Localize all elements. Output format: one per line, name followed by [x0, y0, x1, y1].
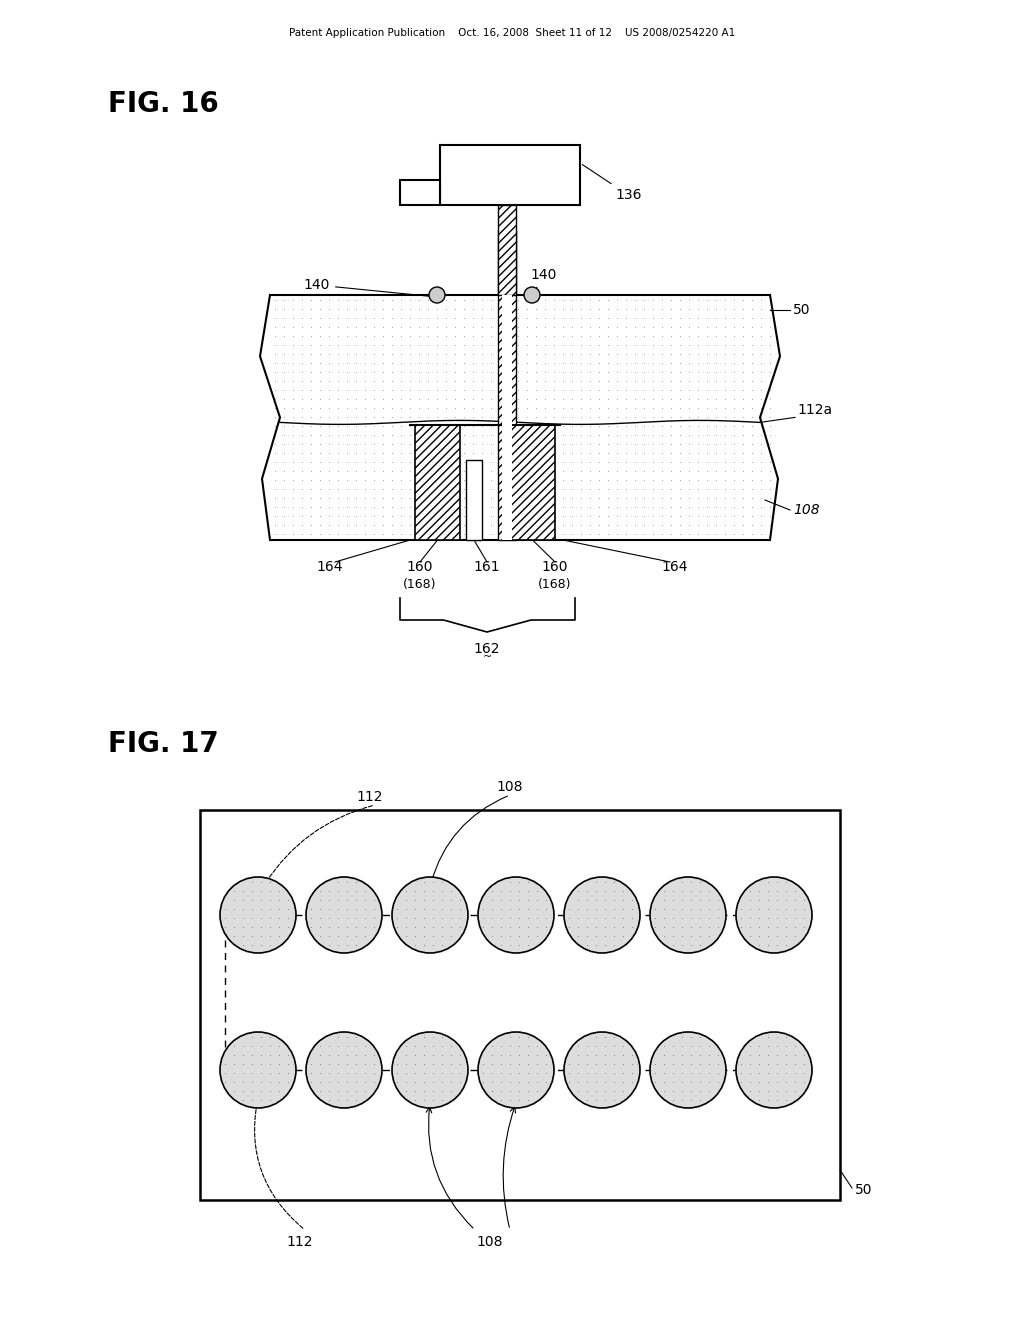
Text: Patent Application Publication    Oct. 16, 2008  Sheet 11 of 12    US 2008/02542: Patent Application Publication Oct. 16, … [289, 28, 735, 38]
Bar [510, 425, 555, 540]
Text: 108: 108 [793, 503, 819, 517]
Text: 161: 161 [474, 560, 501, 574]
Circle shape [564, 876, 640, 953]
Text: 112: 112 [287, 1236, 313, 1249]
Text: 136: 136 [583, 165, 641, 202]
Circle shape [392, 876, 468, 953]
Text: ~: ~ [482, 652, 492, 663]
Circle shape [524, 286, 540, 304]
Text: (168): (168) [403, 578, 437, 591]
Text: 50: 50 [855, 1183, 872, 1197]
Text: 50: 50 [793, 304, 811, 317]
Bar [440, 145, 580, 205]
Circle shape [650, 1032, 726, 1107]
Circle shape [429, 286, 445, 304]
Bar [498, 205, 516, 294]
Bar [510, 425, 555, 540]
Circle shape [306, 876, 382, 953]
Text: 164: 164 [316, 560, 343, 574]
Text: FIG. 16: FIG. 16 [108, 90, 219, 117]
Text: 112a: 112a [797, 404, 833, 417]
Bar [415, 425, 460, 540]
Text: 108: 108 [477, 1236, 503, 1249]
Text: 140: 140 [304, 279, 434, 297]
Bar [415, 425, 460, 540]
Circle shape [736, 876, 812, 953]
Bar [498, 230, 516, 540]
Circle shape [220, 876, 296, 953]
Text: 160: 160 [407, 560, 433, 574]
Circle shape [392, 1032, 468, 1107]
Text: 162: 162 [474, 642, 501, 656]
Bar [498, 230, 516, 540]
Circle shape [220, 1032, 296, 1107]
Circle shape [478, 876, 554, 953]
Text: (168): (168) [539, 578, 571, 591]
Bar [502, 294, 512, 540]
Text: 140: 140 [530, 268, 556, 294]
Circle shape [306, 1032, 382, 1107]
Text: 164: 164 [662, 560, 688, 574]
Bar [466, 459, 482, 540]
Text: 108: 108 [497, 780, 523, 795]
Circle shape [650, 876, 726, 953]
Circle shape [478, 1032, 554, 1107]
Bar [400, 180, 440, 205]
Text: FIG. 17: FIG. 17 [108, 730, 219, 758]
Circle shape [564, 1032, 640, 1107]
Text: 160: 160 [542, 560, 568, 574]
Text: 112: 112 [356, 789, 383, 804]
Bar [200, 810, 840, 1200]
Circle shape [736, 1032, 812, 1107]
